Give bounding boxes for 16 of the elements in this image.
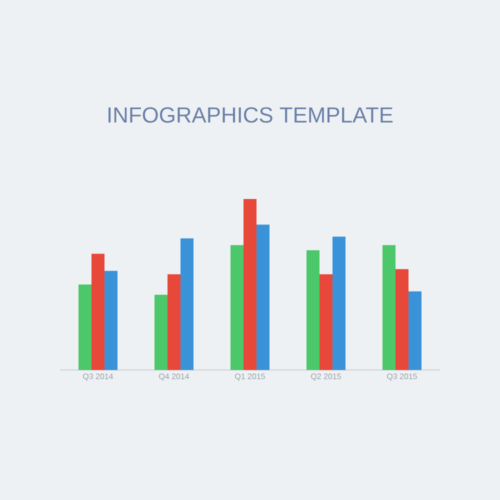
bar xyxy=(168,274,181,370)
bar xyxy=(408,291,422,370)
bar xyxy=(244,198,257,370)
bar xyxy=(332,236,346,370)
bar xyxy=(306,250,320,370)
bar xyxy=(92,254,104,370)
bar xyxy=(180,238,194,370)
chart-title: INFOGRAPHICS TEMPLATE xyxy=(108,107,393,123)
bar xyxy=(320,274,333,370)
bar xyxy=(230,245,244,370)
bar xyxy=(256,224,270,370)
bar xyxy=(104,270,118,370)
bar xyxy=(78,284,92,370)
bar xyxy=(154,294,168,370)
bar xyxy=(382,245,396,370)
bar xyxy=(396,269,409,370)
